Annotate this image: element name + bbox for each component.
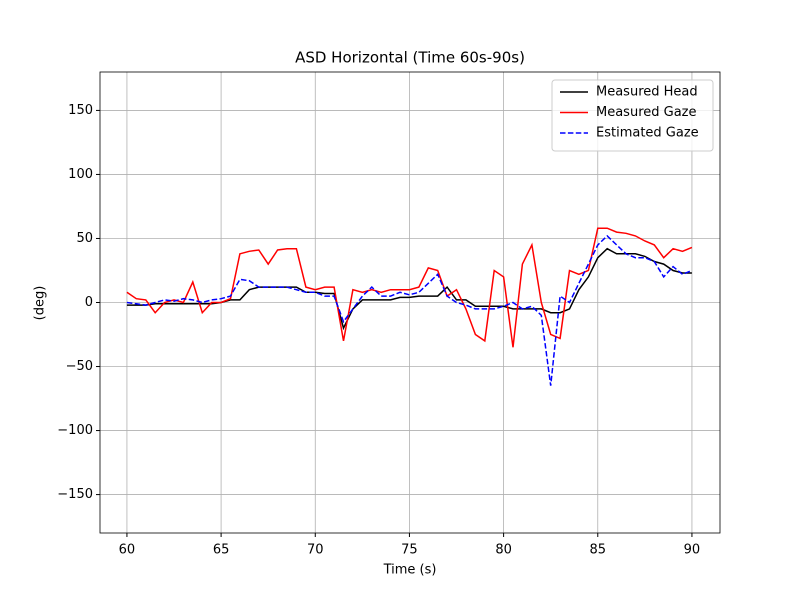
x-tick-label: 60 <box>119 543 136 558</box>
y-tick-label: 50 <box>76 231 93 246</box>
plot-frame <box>99 71 721 534</box>
series-line <box>126 227 693 348</box>
x-tick-label: 90 <box>684 543 701 558</box>
series-line <box>126 234 693 386</box>
x-tick-label: 75 <box>401 543 418 558</box>
y-tick-label: −50 <box>66 359 93 374</box>
legend-box <box>551 79 714 152</box>
x-tick-label: 70 <box>307 543 324 558</box>
y-axis-label: (deg) <box>33 286 48 321</box>
y-tick-label: 0 <box>85 295 93 310</box>
legend-label: Measured Head <box>596 85 698 100</box>
x-tick-label: 85 <box>589 543 606 558</box>
chart-title: ASD Horizontal (Time 60s-90s) <box>295 49 525 67</box>
x-tick-label: 80 <box>495 543 512 558</box>
x-tick-label: 65 <box>213 543 230 558</box>
legend-label: Estimated Gaze <box>596 126 699 141</box>
y-tick-label: −100 <box>57 423 93 438</box>
y-tick-label: 100 <box>68 167 93 182</box>
x-axis-label: Time (s) <box>383 563 437 578</box>
y-tick-label: −150 <box>57 487 93 502</box>
legend-label: Measured Gaze <box>596 105 697 120</box>
y-tick-label: 150 <box>68 103 93 118</box>
